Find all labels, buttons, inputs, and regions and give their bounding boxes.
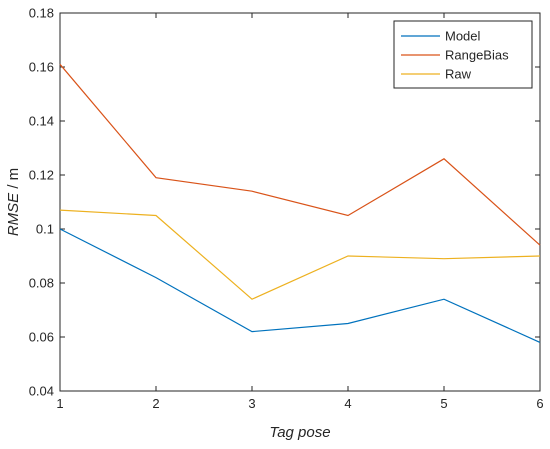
legend-label-model: Model bbox=[445, 29, 481, 44]
x-tick-label: 5 bbox=[440, 396, 447, 411]
x-tick-label: 1 bbox=[56, 396, 63, 411]
y-tick-label: 0.18 bbox=[29, 6, 54, 21]
y-tick-label: 0.04 bbox=[29, 384, 54, 399]
x-axis-ticks: 1 2 3 4 5 6 bbox=[56, 13, 544, 411]
y-tick-label: 0.12 bbox=[29, 168, 54, 183]
y-axis-label: RMSE / m bbox=[5, 168, 22, 236]
legend-label-raw: Raw bbox=[445, 67, 472, 82]
legend: Model RangeBias Raw bbox=[393, 20, 533, 89]
y-axis-ticks: 0.04 0.06 0.08 0.1 0.12 0.14 0.16 0.18 bbox=[29, 6, 540, 399]
y-axis-label-unit: / m bbox=[5, 168, 22, 193]
x-tick-label: 4 bbox=[344, 396, 351, 411]
y-tick-label: 0.14 bbox=[29, 114, 54, 129]
y-tick-label: 0.06 bbox=[29, 330, 54, 345]
series-line-raw bbox=[59, 209, 541, 300]
x-tick-label: 6 bbox=[536, 396, 543, 411]
series-line-rangebias bbox=[59, 63, 541, 246]
x-tick-label: 3 bbox=[248, 396, 255, 411]
y-tick-label: 0.16 bbox=[29, 60, 54, 75]
series-line-model bbox=[59, 228, 541, 343]
y-tick-label: 0.08 bbox=[29, 276, 54, 291]
series-lines bbox=[59, 63, 541, 343]
legend-label-rangebias: RangeBias bbox=[445, 48, 509, 63]
x-axis-label: Tag pose bbox=[269, 424, 330, 441]
x-tick-label: 2 bbox=[152, 396, 159, 411]
y-axis-label-quantity: RMSE bbox=[5, 192, 22, 236]
y-tick-label: 0.1 bbox=[36, 222, 54, 237]
